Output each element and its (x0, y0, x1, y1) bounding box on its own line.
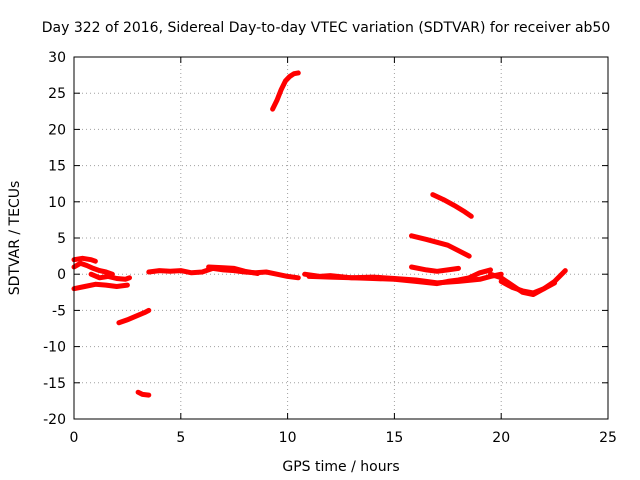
series-arc-2 (71, 260, 115, 277)
x-tick-label: 25 (599, 430, 617, 446)
tick-layer: 0 5 10 15 20 25 -20 -15 -10 -5 0 5 10 15 20 25 30 (43, 50, 617, 446)
x-axis-label: GPS time / hours (282, 459, 399, 475)
series-arc-9 (270, 70, 301, 112)
series-arc-14 (430, 192, 474, 219)
series-arc-3 (71, 281, 130, 292)
series-layer (71, 70, 568, 398)
y-tick-label: 5 (57, 231, 66, 247)
y-tick-label: 10 (48, 195, 66, 211)
series-arc-6 (135, 389, 152, 398)
y-tick-label: 0 (57, 267, 66, 283)
x-tick-label: 15 (385, 430, 403, 446)
y-tick-label: 15 (48, 159, 66, 175)
chart-title: Day 322 of 2016, Sidereal Day-to-day VTE… (42, 20, 611, 36)
series-arc-5 (116, 307, 152, 326)
x-tick-label: 20 (492, 430, 510, 446)
series-arc-8 (206, 264, 261, 276)
y-tick-label: 30 (48, 50, 66, 66)
series-arc-13 (409, 264, 461, 274)
x-tick-label: 5 (176, 430, 185, 446)
y-tick-label: -20 (43, 412, 66, 428)
y-tick-label: -5 (52, 303, 66, 319)
series-arc-16 (498, 278, 558, 296)
grid (74, 57, 608, 419)
series-arc-11 (306, 267, 493, 287)
x-tick-label: 10 (279, 430, 297, 446)
y-axis-label: SDTVAR / TECUs (7, 181, 23, 296)
y-tick-label: 20 (48, 122, 66, 138)
y-tick-label: 25 (48, 86, 66, 102)
x-tick-label: 0 (70, 430, 79, 446)
y-tick-label: -15 (43, 376, 66, 392)
series-arc-1 (71, 255, 98, 264)
y-tick-label: -10 (43, 340, 66, 356)
series-arc-12 (409, 233, 472, 259)
series-arc-4 (88, 271, 132, 282)
